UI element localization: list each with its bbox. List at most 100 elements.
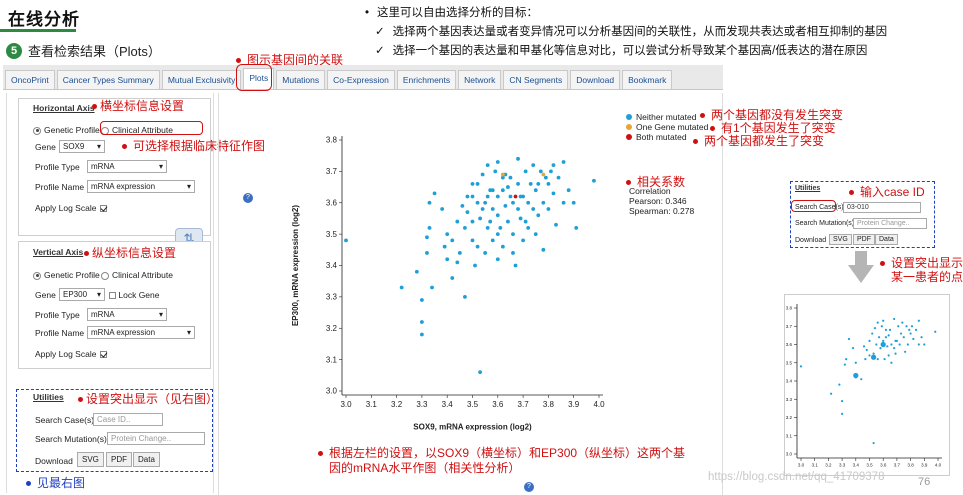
tab-cancer-types-summary[interactable]: Cancer Types Summary xyxy=(56,70,160,89)
scatter-point xyxy=(592,178,596,183)
scatter-point xyxy=(872,352,875,355)
h-profile-name-select[interactable]: mRNA expression ▾ xyxy=(87,180,195,193)
x-axis-label: SOX9, mRNA expression (log2) xyxy=(413,422,532,431)
v-lock-gene[interactable]: Lock Gene xyxy=(105,290,160,300)
scatter-point xyxy=(799,365,803,368)
x-tick-label: 3.8 xyxy=(543,400,555,409)
scatter-point xyxy=(420,332,424,337)
scatter-point xyxy=(475,200,480,205)
tab-enrichments[interactable]: Enrichments xyxy=(396,70,457,89)
scatter-point xyxy=(865,348,868,352)
scatter-point xyxy=(516,156,520,161)
x-tick-label: 3.3 xyxy=(416,400,428,409)
scatter-point xyxy=(455,219,460,224)
y-tick-label: 3.8 xyxy=(326,136,338,145)
scatter-point xyxy=(841,412,844,415)
mini-search-mutation-input[interactable]: Protein Change.. xyxy=(853,218,927,229)
scatter-point xyxy=(495,194,500,199)
tab-cn-segments[interactable]: CN Segments xyxy=(503,70,569,89)
x-tick-label: 3.8 xyxy=(907,463,914,468)
scatter-point xyxy=(890,361,893,364)
highlighted-point xyxy=(880,341,886,348)
y-tick-label: 3.1 xyxy=(326,355,338,364)
x-tick-label: 3.1 xyxy=(366,400,378,409)
download-data-button[interactable]: Data xyxy=(133,452,160,467)
scatter-point xyxy=(470,219,475,224)
scatter-point xyxy=(531,207,536,211)
tab-mutations[interactable]: Mutations xyxy=(276,70,326,89)
scatter-point xyxy=(884,328,888,331)
tab-download[interactable]: Download xyxy=(570,70,621,89)
mini-pdf-button[interactable]: PDF xyxy=(853,234,875,245)
scatter-point xyxy=(420,320,424,324)
scatter-point xyxy=(485,194,490,199)
scatter-point xyxy=(425,235,429,240)
scatter-point xyxy=(526,225,531,230)
scatter-point xyxy=(890,343,893,346)
scatter-point xyxy=(561,200,566,205)
v-genetic-profile-radio[interactable]: Genetic Profile xyxy=(33,270,100,280)
tab-co-expression[interactable]: Co-Expression xyxy=(327,70,395,89)
download-pdf-button[interactable]: PDF xyxy=(106,452,132,467)
y-tick-label: 3.3 xyxy=(326,293,338,302)
h-log-scale[interactable]: Apply Log Scale xyxy=(35,203,108,213)
plot-legend: Neither mutated One Gene mutated Both mu… xyxy=(626,112,708,142)
v-profile-name-select[interactable]: mRNA expression ▾ xyxy=(87,326,195,339)
tab-plots[interactable]: Plots xyxy=(243,68,275,89)
scatter-point xyxy=(495,213,500,218)
download-label: Download xyxy=(35,456,73,466)
y-tick-label: 3.8 xyxy=(786,306,793,311)
v-profile-type-select[interactable]: mRNA ▾ xyxy=(87,308,167,321)
x-tick-label: 3.9 xyxy=(921,463,928,468)
mini-search-case-input[interactable]: 03-010 xyxy=(843,202,921,213)
scatter-point xyxy=(934,330,937,333)
h-gene-select[interactable]: SOX9 ▾ xyxy=(59,140,105,153)
scatter-point xyxy=(493,169,498,174)
scatter-point xyxy=(887,354,890,357)
scatter-point xyxy=(450,238,455,243)
scatter-point xyxy=(495,232,500,237)
scatter-point xyxy=(523,169,528,174)
y-tick-label: 3.5 xyxy=(326,230,338,239)
scatter-point xyxy=(541,247,546,252)
plots-tab-highlight xyxy=(236,64,272,91)
scatter-point xyxy=(480,207,485,211)
note-see-right: 见最右图 xyxy=(26,474,85,491)
search-mutation-input[interactable]: Protein Change.. xyxy=(107,432,205,445)
tab-mutual-exclusivity[interactable]: Mutual Exclusivity xyxy=(161,70,242,89)
mini-data-button[interactable]: Data xyxy=(875,234,898,245)
scatter-point xyxy=(862,345,866,348)
tab-network[interactable]: Network xyxy=(458,70,502,89)
y-axis-help-icon[interactable]: ? xyxy=(243,193,253,203)
scatter-point xyxy=(516,182,520,186)
scatter-point xyxy=(495,257,500,262)
v-clinical-attribute-radio[interactable]: Clinical Attribute xyxy=(101,270,173,280)
tab-oncoprint[interactable]: OncoPrint xyxy=(5,70,55,89)
v-log-scale[interactable]: Apply Log Scale xyxy=(35,349,108,359)
left-sidebar xyxy=(6,93,214,493)
v-gene-select[interactable]: EP300 ▾ xyxy=(59,288,105,301)
step-number: 5 xyxy=(6,42,22,59)
scatter-point xyxy=(536,213,541,218)
tab-bookmark[interactable]: Bookmark xyxy=(622,70,673,89)
h-profile-type-select[interactable]: mRNA ▾ xyxy=(87,160,167,173)
x-tick-label: 3.4 xyxy=(853,463,860,468)
mini-svg-button[interactable]: SVG xyxy=(829,234,852,245)
x-axis-help-icon[interactable]: ? xyxy=(524,482,534,492)
h-genetic-profile-radio[interactable]: Genetic Profile xyxy=(33,125,100,135)
scatter-point xyxy=(901,321,904,324)
scatter-point xyxy=(893,317,896,321)
mini-utilities-title: Utilities xyxy=(795,185,821,192)
scatter-point xyxy=(450,276,455,280)
note-neither: 两个基因都没有发生突变 xyxy=(700,106,843,123)
search-case-input[interactable]: Case ID.. xyxy=(93,413,163,426)
x-tick-label: 3.7 xyxy=(894,463,901,468)
scatter-point xyxy=(917,319,920,322)
scatter-point xyxy=(483,200,488,205)
scatter-point xyxy=(541,172,546,177)
scatter-point xyxy=(873,326,877,330)
download-svg-button[interactable]: SVG xyxy=(77,452,104,467)
chevron-down-icon: ▾ xyxy=(186,328,191,337)
search-case-label: Search Case(s) xyxy=(35,415,95,425)
h-profile-name-label: Profile Name xyxy=(35,182,85,192)
